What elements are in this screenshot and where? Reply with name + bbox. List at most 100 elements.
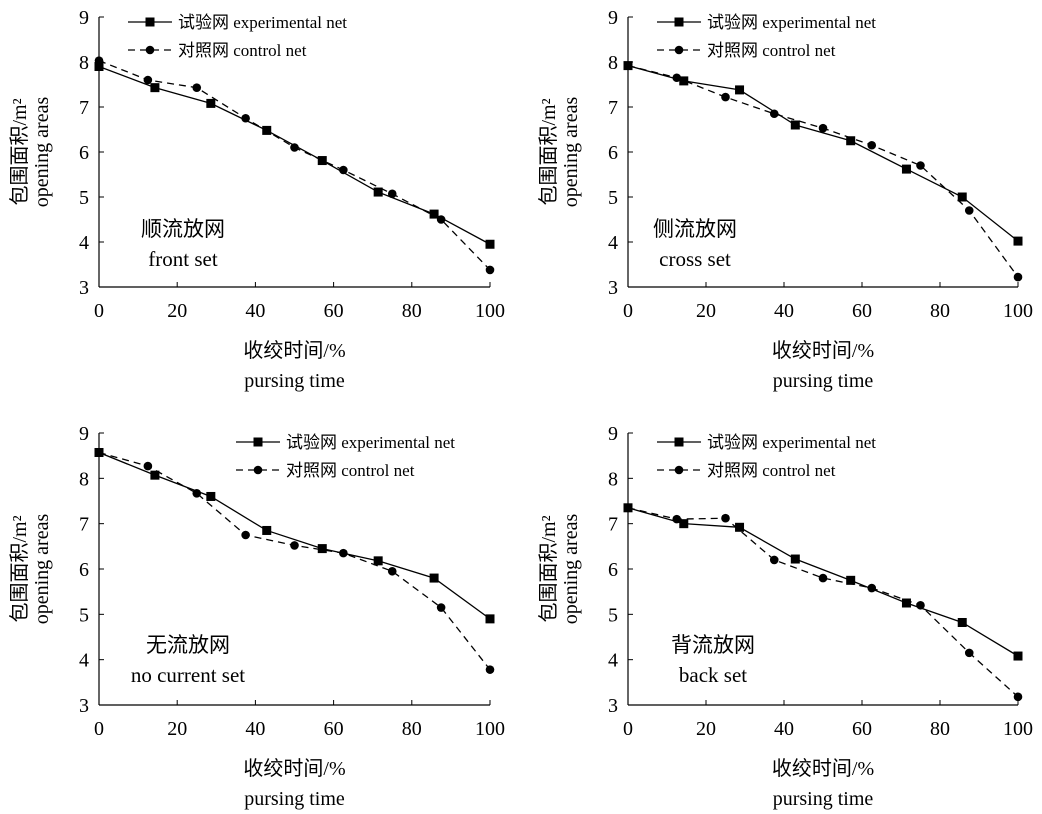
y-tick-label: 5 [79,187,89,209]
control-net-point [94,56,104,65]
control-net-point [672,73,682,83]
control-net-point [387,566,397,576]
chart-panel-1: 3 4 5 6 7 8 9 0 20 40 60 80 100 收绞时间/% pursing time 包围面… [8,7,505,392]
control-net-point [485,665,495,674]
x-tick-label: 40 [774,718,794,740]
y-tick-label: 6 [79,559,89,581]
legend-marker [674,437,684,447]
control-net-point [1013,692,1023,702]
x-tick-label: 80 [402,718,422,740]
y-tick-label: 9 [79,7,89,29]
panel-label-en: back set [679,663,747,687]
control-net-point [485,265,495,275]
control-net-point [192,83,202,92]
experimental-net-point [790,120,800,130]
x-tick-label: 100 [475,300,505,322]
chart-panel-2: 3 4 5 6 7 8 9 0 20 40 60 80 100 收绞时间/% pursing time 包围面… [537,7,1033,392]
control-net-point [672,514,682,524]
control-net-point [769,109,779,119]
y-tick-label: 8 [608,52,618,74]
x-tick-label: 60 [852,718,872,740]
control-net-point [721,92,730,102]
x-tick-label: 20 [696,718,716,740]
y-axis-title-cn: 包围面积/m² [8,98,31,205]
x-tick-label: 20 [696,300,716,322]
control-net-point [818,573,828,583]
control-net-point [94,448,104,457]
experimental-net-point [206,98,216,108]
experimental-net-point [1013,651,1023,661]
control-net-point [290,541,299,550]
series-line-experimental-net [627,64,1019,242]
x-tick-label: 0 [623,300,633,322]
x-tick-label: 60 [852,300,872,322]
legend-label: 对照网 control net [286,461,415,480]
x-axis-title-en: pursing time [773,788,874,810]
y-axis-title-cn: 包围面积/m² [8,515,31,622]
panel-label-cn: 侧流放网 [653,217,737,241]
x-tick-label: 60 [324,718,344,740]
y-axis-title-cn: 包围面积/m² [537,98,560,205]
legend-label: 对照网 control net [707,461,836,480]
control-net-point [867,140,877,150]
legend-label: 试验网 experimental net [286,433,455,452]
control-net-point [143,75,153,85]
legend-marker [674,17,684,27]
chart-panel-3: 3 4 5 6 7 8 9 0 20 40 60 80 100 收绞时间/% pursing time 包围面… [8,423,505,810]
y-tick-label: 3 [79,695,89,717]
x-tick-label: 40 [245,300,265,322]
experimental-net-point [957,617,967,627]
experimental-net-point [429,209,439,219]
control-net-point [916,600,925,610]
x-tick-label: 60 [324,300,344,322]
experimental-net-point [373,556,383,566]
experimental-net-point [901,164,911,174]
y-tick-label: 6 [79,142,89,164]
control-net-point [192,488,202,498]
experimental-net-point [262,525,272,535]
control-net-point [623,503,633,513]
control-net-point [1013,272,1023,282]
legend-label: 试验网 experimental net [707,433,876,452]
legend-marker [253,437,263,447]
experimental-net-point [150,83,160,93]
control-net-point [818,123,828,133]
experimental-net-point [846,575,856,585]
y-tick-label: 7 [79,514,89,536]
x-tick-label: 80 [930,718,950,740]
y-tick-label: 8 [79,52,89,74]
series-line-control-net [627,507,1019,698]
series-line-control-net [627,64,1019,278]
panel-label-cn: 无流放网 [146,633,230,657]
experimental-net-point [317,544,327,554]
y-tick-label: 4 [79,650,89,672]
y-axis-title-en: opening areas [31,97,53,208]
y-tick-label: 3 [79,277,89,299]
x-axis-title-cn: 收绞时间/% [243,757,345,780]
experimental-net-point [150,470,160,480]
experimental-net-point [679,519,689,529]
x-tick-label: 80 [402,300,422,322]
x-tick-label: 40 [245,718,265,740]
x-tick-label: 20 [167,718,187,740]
legend: 试验网 experimental net 对照网 control net [128,13,347,60]
legend-marker [145,45,155,55]
x-axis-title-cn: 收绞时间/% [772,339,874,362]
y-axis-title-en: opening areas [560,514,582,625]
experimental-net-point [735,522,745,532]
y-tick-label: 3 [608,277,618,299]
x-tick-label: 20 [167,300,187,322]
y-tick-label: 9 [79,423,89,445]
y-tick-label: 7 [608,514,618,536]
control-net-point [916,161,925,170]
legend-label: 对照网 control net [707,41,836,60]
y-tick-label: 3 [608,695,618,717]
control-net-point [339,165,348,175]
chart-panel-4: 3 4 5 6 7 8 9 0 20 40 60 80 100 收绞时间/% pursing time 包围面… [537,423,1033,810]
y-tick-label: 6 [608,142,618,164]
control-net-point [339,548,348,558]
experimental-net-point [317,156,327,166]
x-tick-label: 80 [930,300,950,322]
control-net-point [769,555,779,565]
experimental-net-point [485,614,495,624]
